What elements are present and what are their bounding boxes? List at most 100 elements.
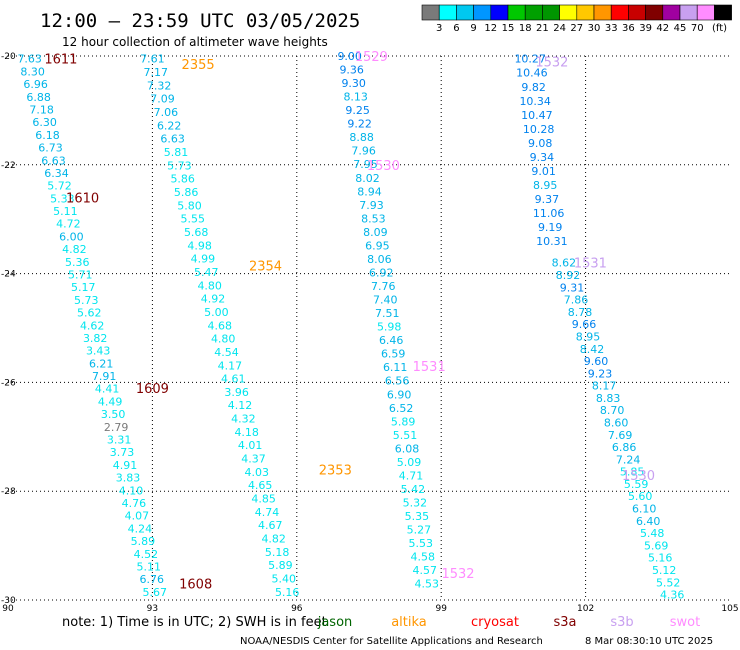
data-point: 9.19 (538, 221, 563, 234)
data-point: 8.09 (363, 226, 388, 239)
data-point: 8.92 (556, 269, 581, 282)
legend-tick: 3 (436, 23, 442, 34)
y-tick-label: -24 (1, 270, 16, 280)
footer-credit: NOAA/NESDIS Center for Satellite Applica… (240, 636, 543, 647)
data-point: 9.08 (528, 137, 553, 150)
data-point: 6.08 (395, 442, 420, 455)
legend-swatch (645, 4, 664, 21)
data-point: 9.60 (584, 355, 609, 368)
data-point: 9.30 (341, 77, 366, 90)
satellite-label: swot (670, 615, 700, 630)
data-point: 5.16 (275, 586, 300, 599)
data-point: 7.91 (92, 370, 117, 383)
data-point: 4.24 (128, 522, 153, 535)
footer-timestamp: 8 Mar 08:30:10 UTC 2025 (585, 636, 713, 647)
data-point: 5.98 (377, 321, 402, 334)
y-tick-label: -30 (1, 596, 16, 606)
legend-tick: 70 (691, 23, 704, 34)
data-point: 3.43 (86, 345, 111, 358)
data-point: 5.17 (71, 281, 96, 294)
data-point: 5.11 (53, 205, 78, 218)
data-point: 5.73 (167, 159, 192, 172)
data-point: 4.12 (228, 399, 253, 412)
time-label: 1529 (355, 50, 388, 65)
data-point: 5.67 (143, 586, 168, 599)
data-point: 7.09 (150, 93, 175, 106)
data-point: 3.82 (83, 332, 108, 345)
data-point: 7.93 (359, 199, 384, 212)
data-point: 5.89 (268, 559, 293, 572)
time-label: 1608 (179, 578, 212, 593)
data-point: 8.95 (533, 179, 558, 192)
data-point: 7.86 (564, 294, 589, 307)
data-point: 10.28 (523, 123, 555, 136)
data-point: 5.59 (624, 478, 649, 491)
data-point: 5.40 (272, 573, 297, 586)
data-point: 8.30 (20, 65, 45, 78)
data-point: 4.07 (125, 510, 150, 523)
data-point: 6.95 (365, 239, 390, 252)
data-point: 4.32 (231, 413, 256, 426)
data-point: 4.01 (238, 439, 263, 452)
data-point: 4.49 (98, 395, 123, 408)
data-point: 6.92 (369, 267, 394, 280)
time-label: 1611 (44, 53, 77, 68)
data-point: 5.09 (397, 456, 422, 469)
satellite-label: cryosat (471, 615, 519, 630)
data-point: 10.46 (516, 67, 548, 80)
data-point: 4.58 (411, 551, 436, 564)
data-point: 4.41 (95, 383, 120, 396)
data-point: 6.59 (381, 348, 406, 361)
data-point: 4.52 (134, 548, 159, 561)
data-point: 5.27 (407, 524, 432, 537)
data-point: 6.34 (44, 167, 69, 180)
data-point: 9.22 (347, 118, 372, 131)
legend-swatch (524, 4, 543, 21)
legend-swatch (559, 4, 578, 21)
axes: 90 93 96 99 102 105 -20 -22 -24 -26 -28 -30 (1, 52, 739, 614)
legend-unit: (ft) (712, 23, 727, 34)
data-point: 9.37 (535, 193, 560, 206)
data-point: 3.73 (110, 446, 135, 459)
data-point: 4.99 (191, 253, 216, 266)
data-point: 4.80 (197, 279, 222, 292)
satellite-label: jason (317, 615, 353, 630)
legend-swatch (610, 4, 629, 21)
y-tick-label: -22 (1, 161, 16, 171)
data-point: 6.00 (59, 230, 84, 243)
data-point: 6.11 (383, 361, 408, 374)
data-point: 7.95 (353, 158, 378, 171)
data-point: 3.83 (116, 472, 141, 485)
data-point: 5.72 (47, 180, 72, 193)
legend-swatch (714, 4, 732, 21)
data-point: 7.18 (29, 104, 54, 117)
data-point: 8.78 (568, 306, 593, 319)
data-point: 4.68 (208, 319, 233, 332)
data-point: 4.37 (241, 453, 266, 466)
data-point: 5.89 (131, 535, 156, 548)
legend-swatch (421, 4, 440, 21)
data-point: 5.73 (74, 294, 99, 307)
data-point: 6.86 (612, 441, 637, 454)
legend-swatch (438, 4, 457, 21)
data-point: 5.55 (181, 213, 206, 226)
legend-swatch (473, 4, 492, 21)
data-point: 6.40 (636, 515, 661, 528)
x-tick-label: 96 (291, 604, 303, 614)
data-point: 6.22 (157, 119, 182, 132)
x-tick-label: 105 (721, 604, 738, 614)
data-point: 6.10 (632, 503, 657, 516)
data-point: 4.72 (56, 218, 81, 231)
data-point: 8.06 (367, 253, 392, 266)
time-label: 2353 (319, 463, 352, 478)
data-point: 4.67 (258, 519, 283, 532)
data-point: 6.88 (26, 91, 51, 104)
data-point: 5.86 (170, 173, 195, 186)
data-point: 4.76 (122, 497, 147, 510)
legend-tick: 9 (470, 23, 476, 34)
time-label: 1531 (413, 360, 446, 375)
data-point: 4.53 (415, 578, 440, 591)
data-point: 9.23 (588, 367, 613, 380)
color-legend: 3 6 9 12 15 18 21 24 27 30 33 36 39 42 45 70 (421, 4, 732, 34)
